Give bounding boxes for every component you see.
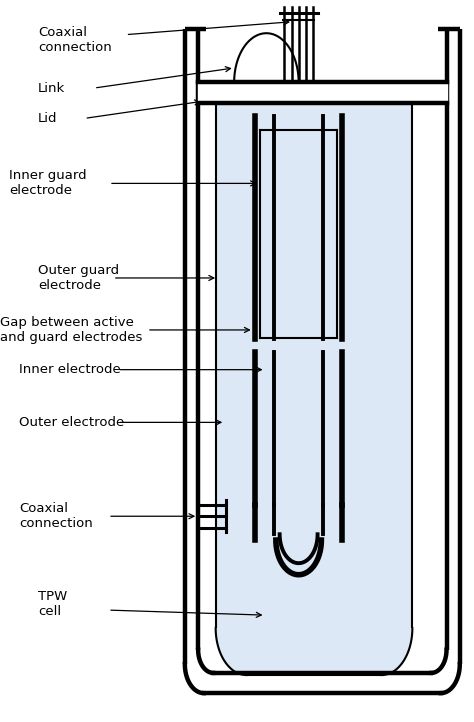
Text: Coaxial
connection: Coaxial connection	[38, 26, 112, 53]
Text: Inner electrode: Inner electrode	[19, 363, 121, 376]
Polygon shape	[216, 105, 412, 675]
Text: Outer electrode: Outer electrode	[19, 416, 124, 429]
Text: Outer guard
electrode: Outer guard electrode	[38, 264, 119, 292]
Text: Gap between active
and guard electrodes: Gap between active and guard electrodes	[0, 316, 142, 344]
Text: Lid: Lid	[38, 112, 57, 125]
Text: Link: Link	[38, 82, 65, 95]
Text: TPW
cell: TPW cell	[38, 591, 67, 618]
Text: Coaxial
connection: Coaxial connection	[19, 503, 93, 530]
Text: Inner guard
electrode: Inner guard electrode	[9, 170, 87, 197]
